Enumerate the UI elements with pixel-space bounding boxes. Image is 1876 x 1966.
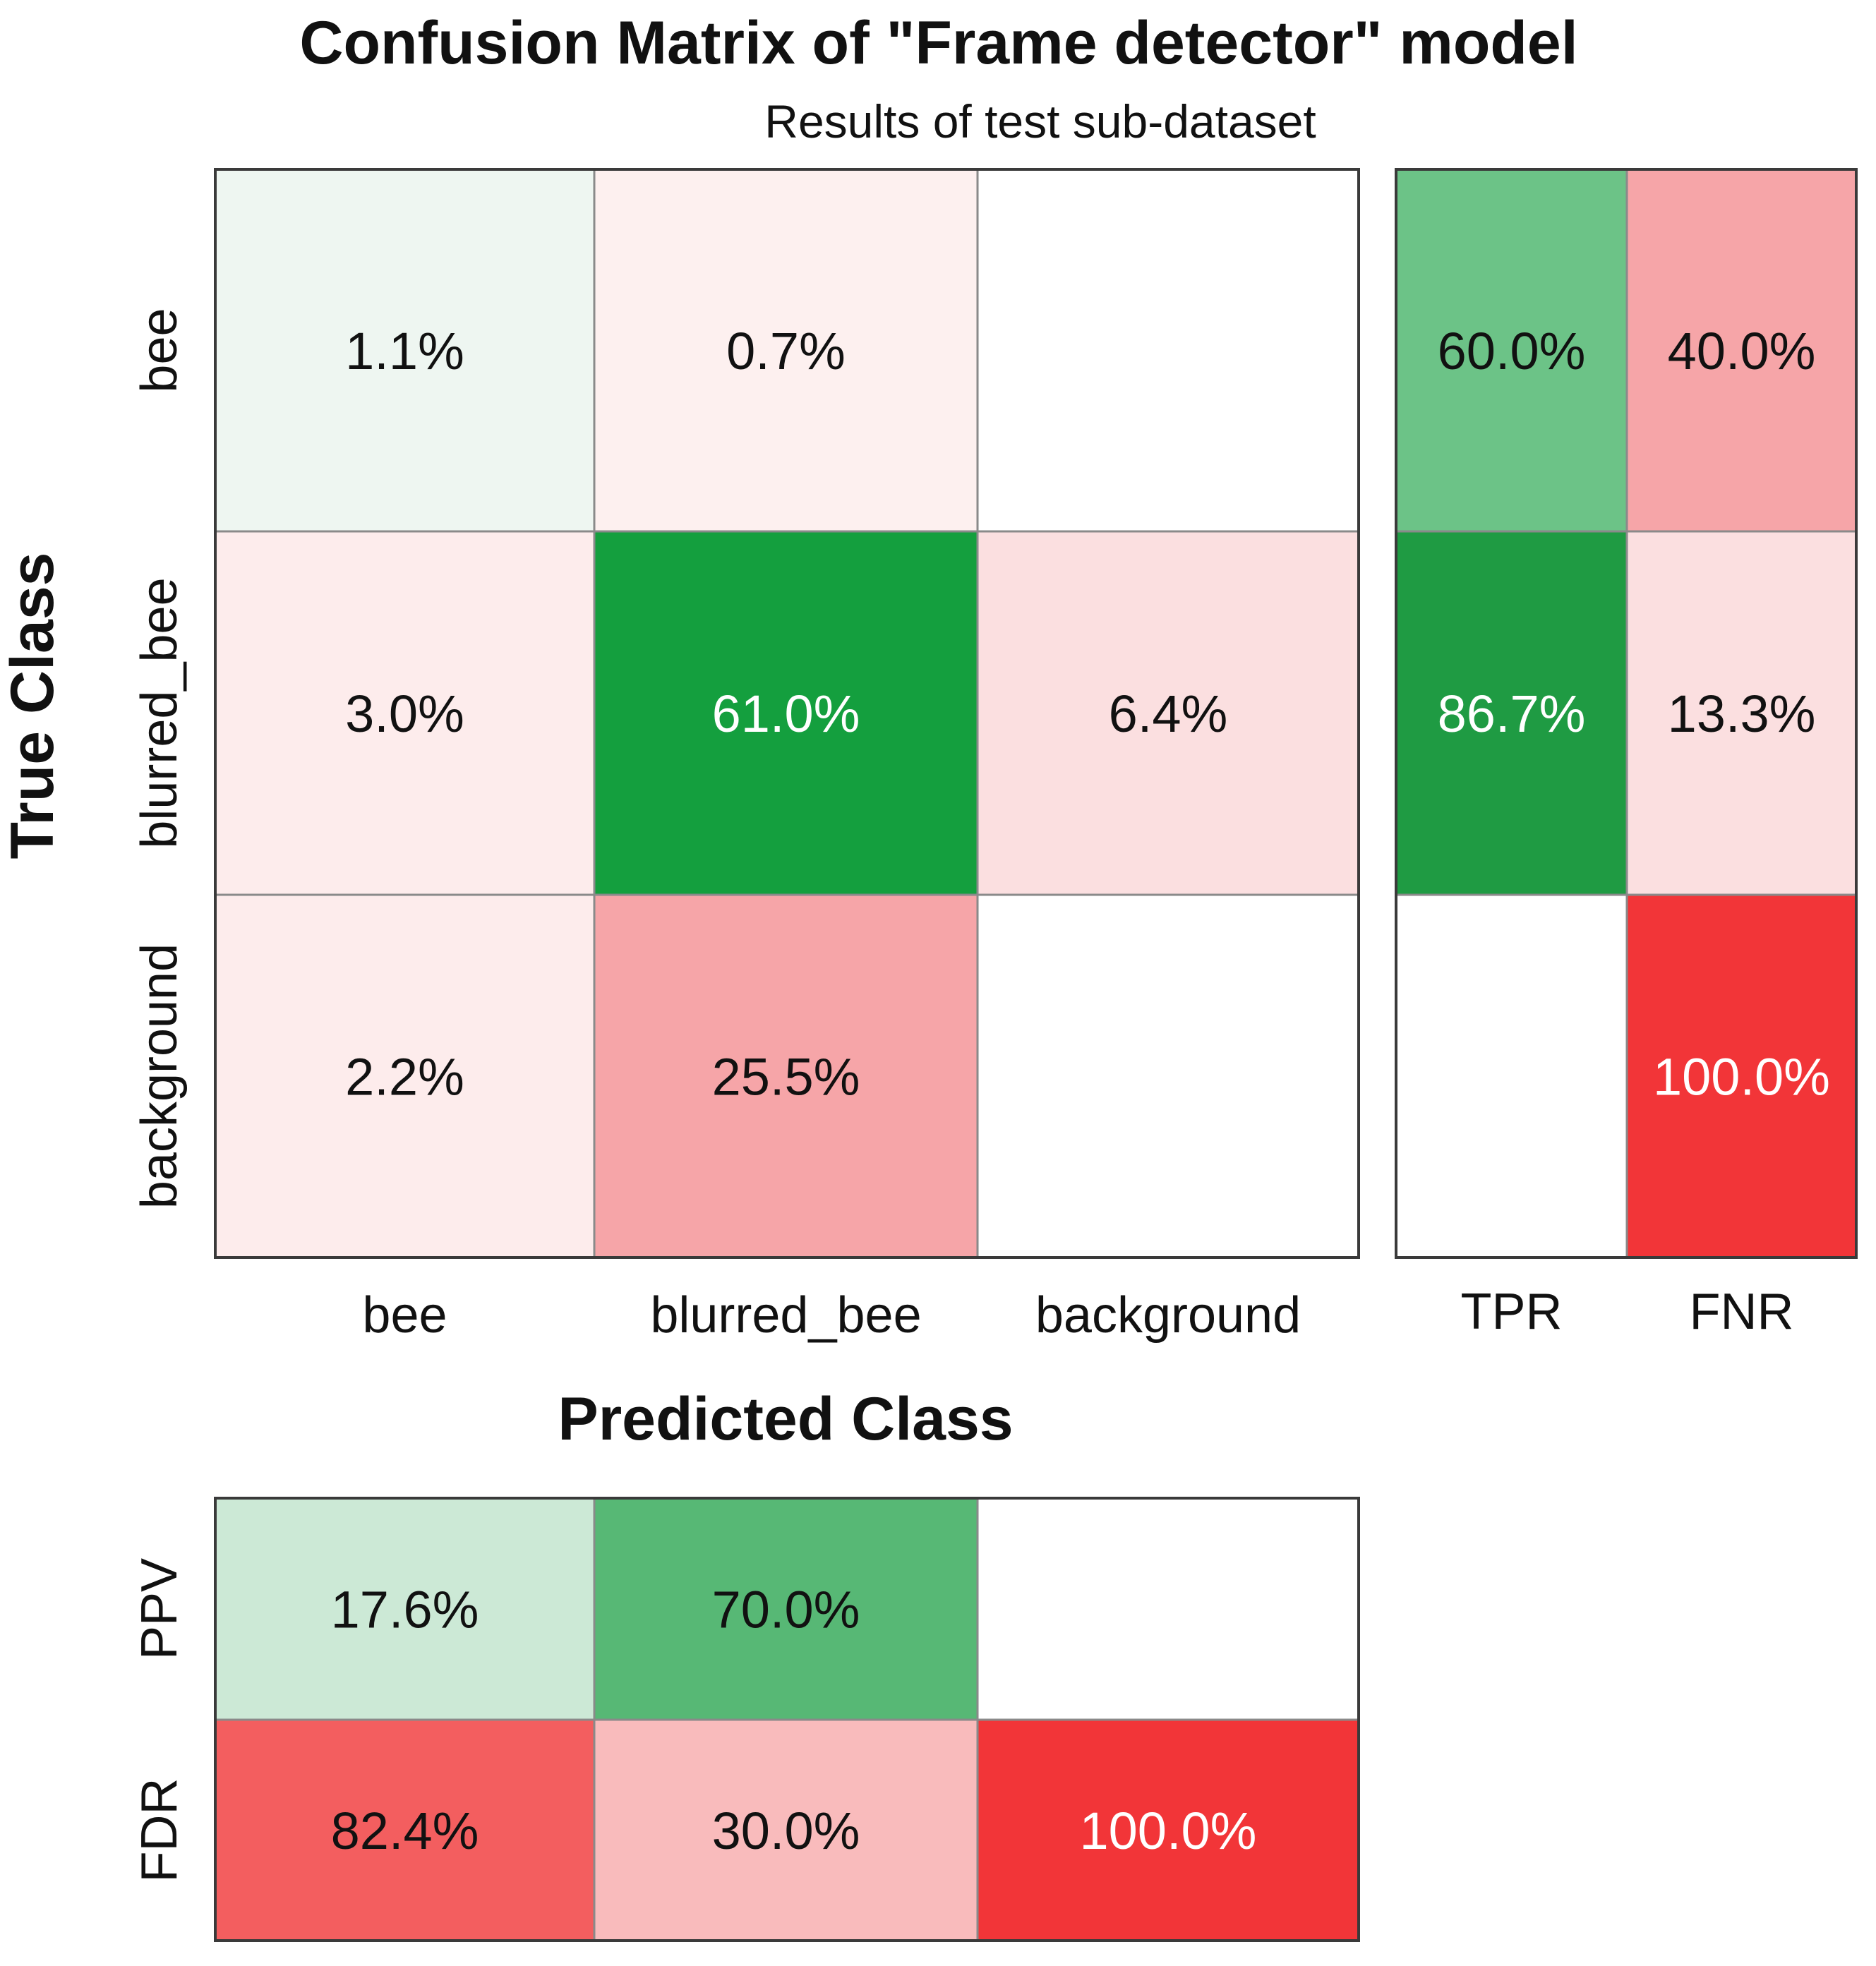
tpr-bee-cell (1395, 168, 1628, 533)
y-axis-title: True Class (0, 553, 66, 860)
chart-title: Confusion Matrix of "Frame detector" mod… (299, 9, 1577, 77)
fnr-blurred-bee-label: 13.3% (1668, 685, 1816, 743)
x-tick-fnr: FNR (1690, 1284, 1794, 1340)
fdr-background-cell (976, 1718, 1360, 1942)
x-axis-title: Predicted Class (558, 1385, 1013, 1453)
fnr-background-label: 100.0% (1653, 1048, 1830, 1106)
matrix-bee-bee-cell (214, 168, 596, 533)
y-tick-fdr: FDR (131, 1778, 188, 1883)
tick-labels: bee blurred_bee backgroundbeeblurred_beeba… (131, 308, 1793, 1882)
tpr-blurred-bee-label: 86.7% (1438, 685, 1586, 743)
panel-frames (214, 168, 1858, 1942)
fdr-bee-label: 82.4% (331, 1802, 479, 1860)
matrix-blurred-bee-bee-cell (214, 530, 596, 896)
fnr-background-cell (1625, 893, 1858, 1259)
matrix-bee-blurred-bee-label: 0.7% (726, 322, 846, 380)
fnr-bee-label: 40.0% (1668, 322, 1816, 380)
x-tick-blurred-bee: blurred_bee (650, 1287, 921, 1344)
matrix-background-bee-cell (214, 893, 596, 1259)
matrix-blurred-bee-blurred-bee-cell (593, 530, 979, 896)
fdr-blurred-bee-label: 30.0% (712, 1802, 860, 1860)
matrix-bee-bee-label: 1.1% (345, 322, 464, 380)
matrix-blurred-bee-blurred-bee-label: 61.0% (712, 685, 860, 743)
matrix-blurred-bee-bee-label: 3.0% (345, 685, 464, 743)
column-summary-frame (214, 1497, 1360, 1942)
matrix-blurred-bee-background-cell (976, 530, 1360, 896)
matrix-bee-background-cell (976, 168, 1360, 533)
matrix-bee-blurred-bee-cell (593, 168, 979, 533)
matrix-blurred-bee-background-label: 6.4% (1109, 685, 1228, 743)
fdr-background-label: 100.0% (1080, 1802, 1257, 1860)
ppv-bee-label: 17.6% (331, 1581, 479, 1639)
y-tick-bee: bee (131, 308, 188, 392)
fdr-bee-cell (214, 1718, 596, 1942)
chart-subtitle: Results of test sub-dataset (764, 95, 1316, 147)
matrix-frame (214, 168, 1360, 1259)
row-summary-cells: 60.0% 40.0% 86.7% 13.3% 100.0% (1395, 168, 1858, 1259)
tpr-bee-label: 60.0% (1438, 322, 1586, 380)
tpr-background-cell (1395, 893, 1628, 1259)
ppv-background-cell (976, 1497, 1360, 1721)
x-tick-bee: bee (362, 1287, 447, 1344)
ppv-bee-cell (214, 1497, 596, 1721)
fdr-blurred-bee-cell (593, 1718, 979, 1942)
matrix-background-background-cell (976, 893, 1360, 1259)
matrix-background-bee-label: 2.2% (345, 1048, 464, 1106)
x-tick-background: background (1035, 1287, 1301, 1344)
x-tick-tpr: TPR (1461, 1284, 1563, 1340)
matrix-background-blurred-bee-cell (593, 893, 979, 1259)
ppv-blurred-bee-label: 70.0% (712, 1581, 860, 1639)
tpr-blurred-bee-cell (1395, 530, 1628, 896)
row-summary-frame (1395, 168, 1858, 1259)
y-tick-blurred-bee: blurred_bee (131, 577, 188, 848)
y-tick-background: background (131, 943, 188, 1209)
column-summary-cells: 17.6% 70.0% 82.4% 30.0% 100.0% (214, 1497, 1360, 1942)
matrix-background-blurred-bee-label: 25.5% (712, 1048, 860, 1106)
matrix-cells: 1.1% 0.7% 3.0% 61.0% 6.4% 2.2% 25.5% (214, 168, 1360, 1259)
y-tick-ppv: PPV (131, 1558, 188, 1660)
